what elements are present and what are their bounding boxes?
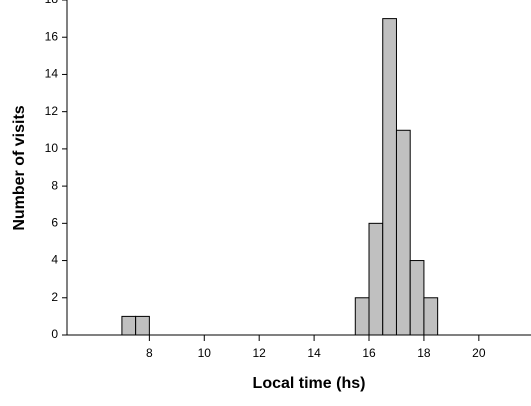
y-tick-label: 14 [45,67,59,81]
y-tick-label: 4 [51,253,58,267]
x-tick-label: 16 [362,346,376,360]
bar [368,222,384,336]
x-axis-label: Local time (hs) [253,375,366,392]
bar [135,315,150,336]
y-tick-label: 6 [51,216,58,230]
y-tick-label: 8 [51,178,58,192]
y-tick-label: 12 [45,104,59,118]
bar [409,260,425,336]
bar [382,18,397,336]
bar [395,129,411,336]
y-tick-label: 16 [45,29,59,43]
x-tick-label: 14 [307,346,321,360]
x-tick-label: 18 [417,346,431,360]
x-tick-label: 8 [146,346,153,360]
y-tick-label: 18 [45,0,59,6]
x-tick-label: 20 [472,346,486,360]
y-tick-label: 0 [51,327,58,341]
y-tick-label: 10 [45,141,59,155]
x-tick-label: 12 [253,346,267,360]
bar [423,297,439,336]
bar [354,297,370,336]
y-axis-label: Number of visits [11,105,28,230]
x-tick-label: 10 [198,346,212,360]
y-tick-label: 2 [51,290,58,304]
bar [121,315,137,336]
